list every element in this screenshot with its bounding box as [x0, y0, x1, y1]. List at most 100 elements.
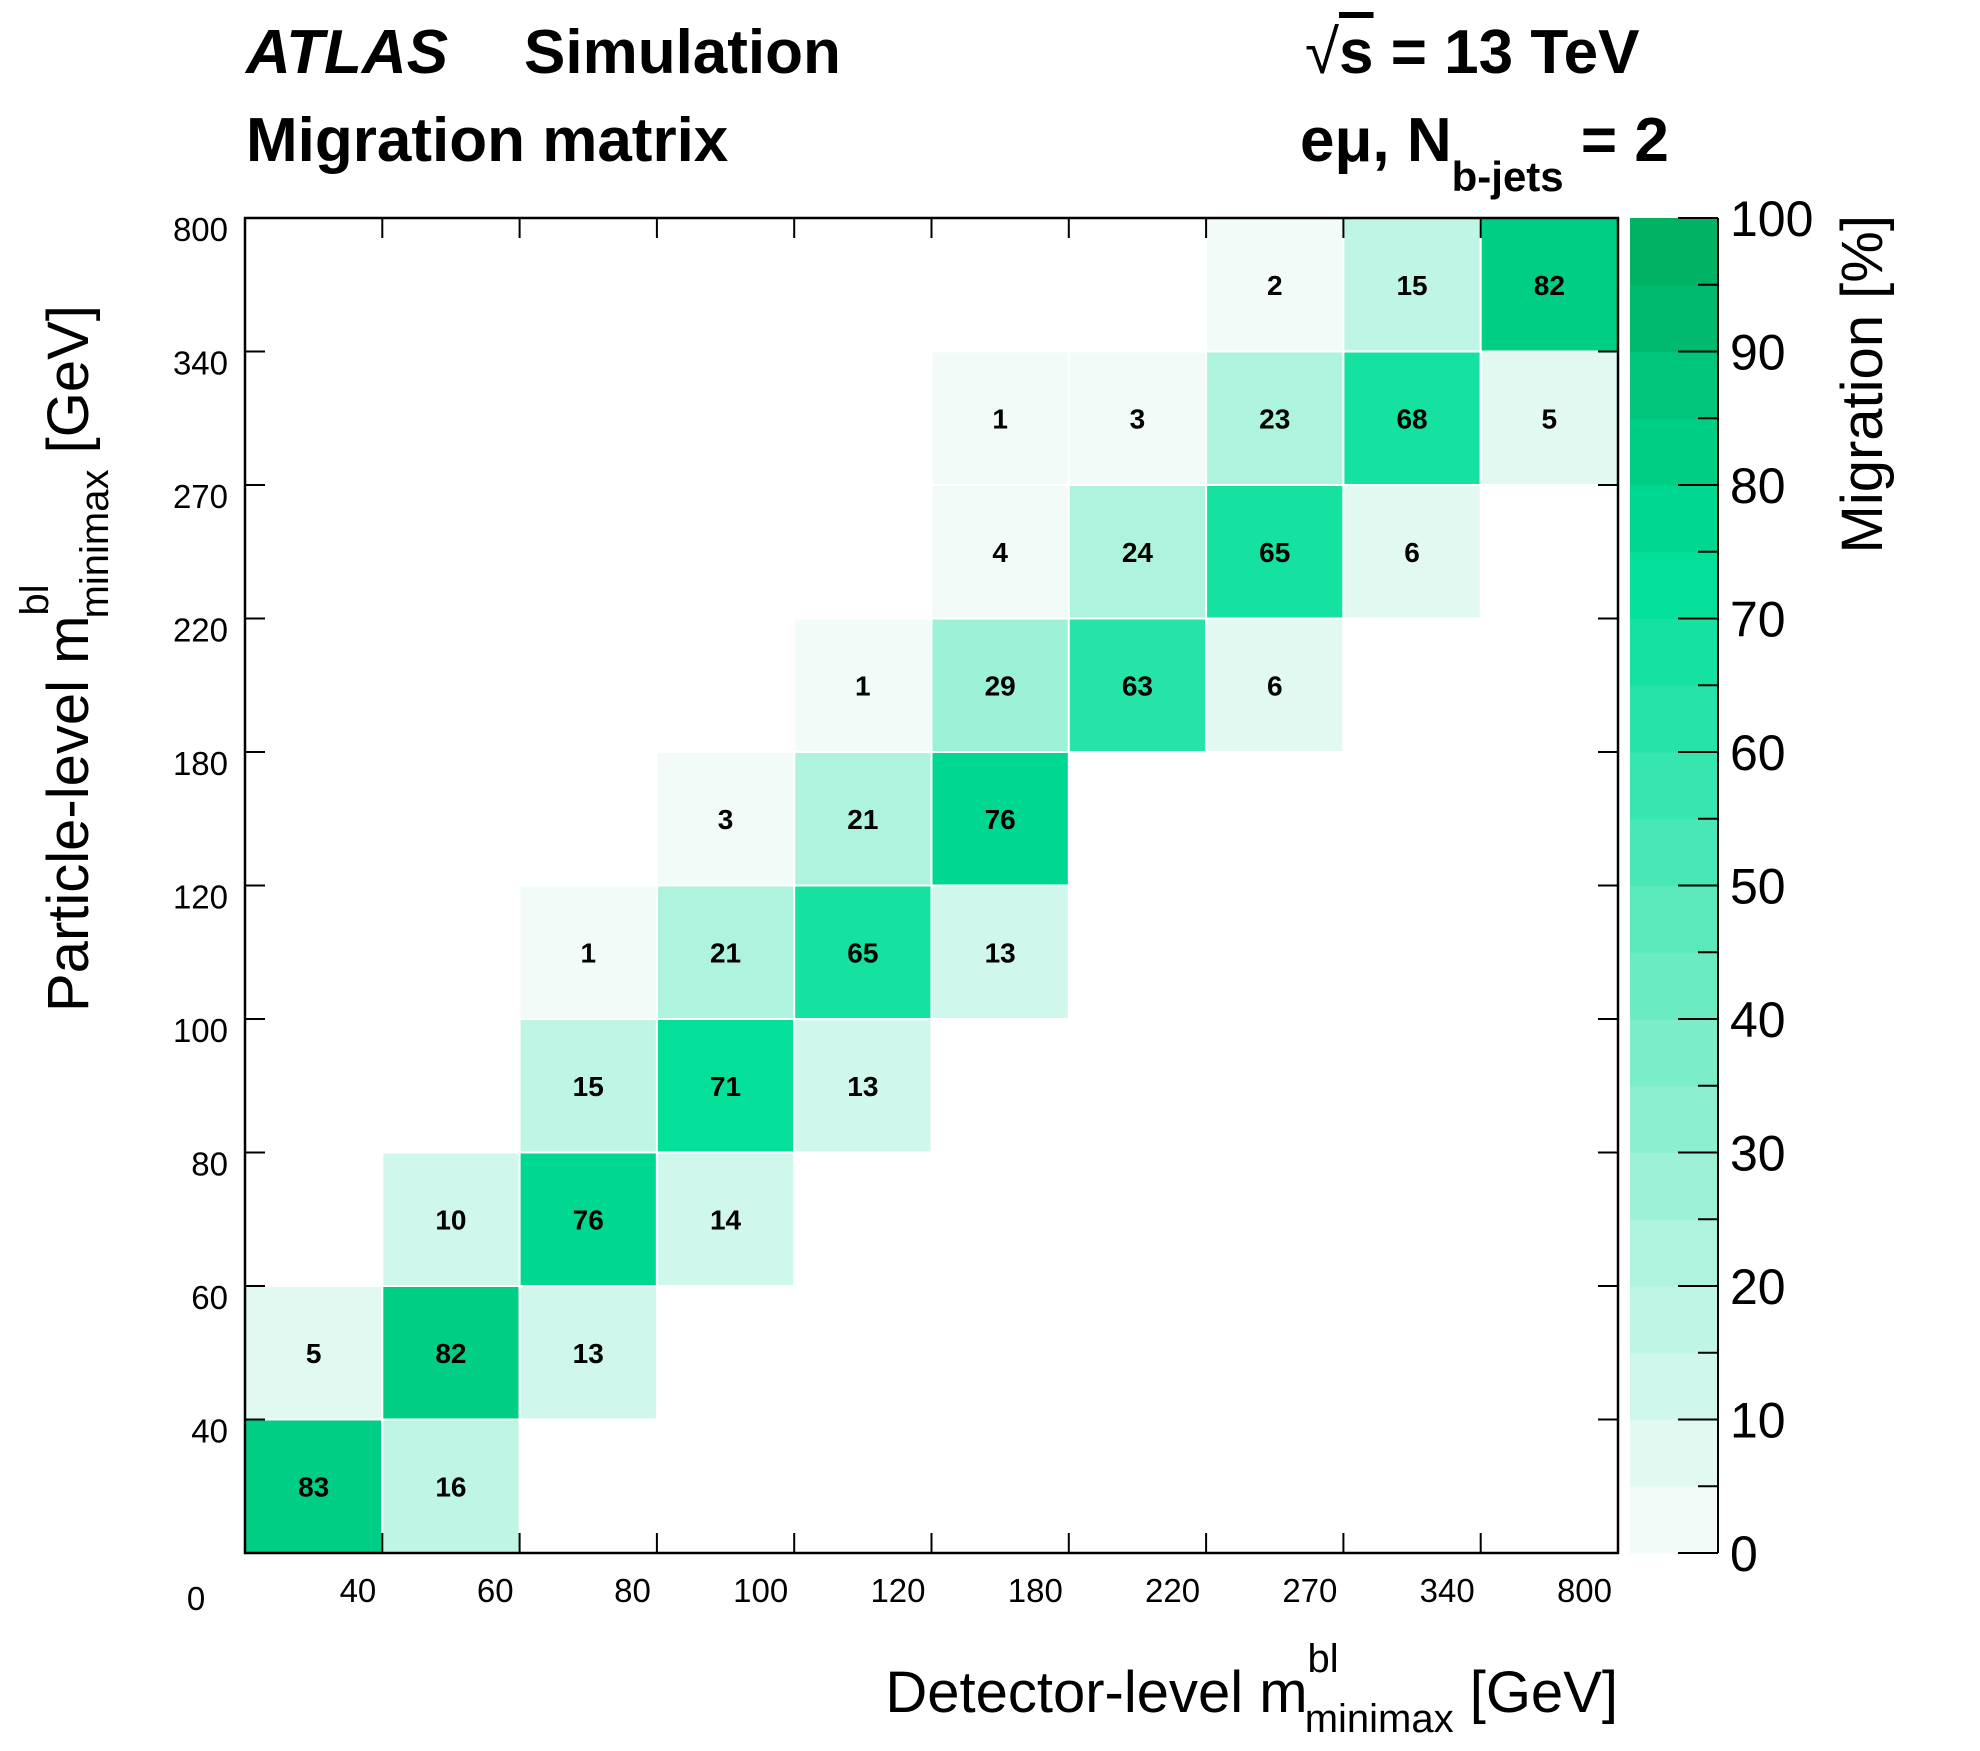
cell-value-label: 63 [1122, 670, 1153, 701]
colorbar-tick-label: 40 [1730, 992, 1786, 1048]
cell-value-label: 5 [1542, 403, 1558, 434]
energy-label: √s = 13 TeV [1305, 22, 1639, 84]
cell-value-label: 2 [1267, 270, 1283, 301]
colorbar-band [1630, 685, 1718, 753]
sqrt-symbol: √ [1305, 18, 1340, 87]
channel-label: eμ, Nb-jets = 2 [1300, 110, 1669, 198]
colorbar-band [1630, 952, 1718, 1020]
colorbar-title: Migration [%] [1830, 215, 1895, 553]
heatmap-cell [930, 617, 1070, 753]
x-ticks: 0 40 60 80 100 120 180 220 270 340 800 [187, 218, 1612, 1617]
y-tick-label: 60 [191, 1279, 228, 1316]
heatmap-cell [1205, 617, 1345, 753]
heatmap-cell [1342, 484, 1482, 620]
cell-value-label: 3 [1130, 403, 1146, 434]
heatmap-cell [1067, 617, 1208, 753]
colorbar-tick-label: 10 [1730, 1393, 1786, 1449]
cell-value-label: 29 [985, 670, 1016, 701]
y-axis-title-sup: bl [13, 584, 57, 615]
colorbar-band [1630, 752, 1718, 820]
cell-value-label: 82 [435, 1338, 466, 1369]
x-tick-label: 800 [1557, 1572, 1612, 1609]
heatmap-cell [1205, 350, 1345, 486]
heatmap-cell [1479, 217, 1619, 353]
y-axis-title-sub: minimax [73, 470, 117, 619]
experiment-label: ATLAS [246, 18, 449, 87]
heatmap-cell [381, 1151, 521, 1287]
colorbar-tick-label: 70 [1730, 592, 1786, 648]
colorbar-band [1630, 818, 1718, 886]
heatmap-cell [1067, 484, 1208, 620]
cell-value-label: 15 [1396, 270, 1427, 301]
colorbar-band [1630, 218, 1718, 286]
heatmap-cell [518, 1151, 658, 1287]
colorbar-band [1630, 418, 1718, 486]
heatmap-cell [518, 1285, 658, 1421]
cell-value-label: 21 [710, 937, 741, 968]
cell-value-label: 6 [1404, 537, 1420, 568]
x-axis-title: Detector-level mbl minimax [GeV] [885, 1637, 1618, 1741]
y-ticks: 40 60 80 100 120 180 220 270 340 800 [173, 211, 1618, 1450]
colorbar-tick-label: 30 [1730, 1126, 1786, 1182]
heatmap-cell [655, 1018, 796, 1154]
heatmap-cell [381, 1285, 521, 1421]
colorbar-band [1630, 551, 1718, 619]
colorbar-tick-label: 90 [1730, 325, 1786, 381]
cell-value-label: 65 [1259, 537, 1290, 568]
y-axis-title: Particle-level mbl minimax [GeV] [13, 305, 117, 1012]
cell-value-label: 83 [298, 1471, 329, 1502]
cell-value-label: 65 [847, 937, 878, 968]
cell-value-label: 23 [1259, 403, 1290, 434]
cell-value-label: 13 [985, 937, 1016, 968]
x-tick-label: 40 [340, 1572, 377, 1609]
heatmap-cell [793, 751, 933, 887]
x-tick-label: 120 [870, 1572, 925, 1609]
x-tick-label: 60 [477, 1572, 514, 1609]
cell-value-label: 13 [573, 1338, 604, 1369]
channel-prefix: eμ, N [1300, 106, 1452, 175]
cell-value-label: 6 [1267, 670, 1283, 701]
x-axis-title-main: Detector-level m [885, 1660, 1307, 1725]
y-tick-label: 120 [173, 879, 228, 916]
cell-value-label: 14 [710, 1204, 742, 1235]
heatmap-cell [793, 1018, 933, 1154]
colorbar-band [1630, 1352, 1718, 1420]
colorbar-band [1630, 1219, 1718, 1287]
colorbar-band [1630, 284, 1718, 352]
x-tick-label: 220 [1145, 1572, 1200, 1609]
x-tick-label: 270 [1282, 1572, 1337, 1609]
colorbar-band [1630, 1486, 1718, 1554]
colorbar-band [1630, 1085, 1718, 1153]
cell-value-label: 1 [855, 670, 871, 701]
y-tick-label: 340 [173, 345, 228, 382]
cell-value-label: 3 [718, 804, 734, 835]
cell-value-label: 24 [1122, 537, 1154, 568]
cell-value-label: 4 [992, 537, 1008, 568]
heatmap-cell [1067, 350, 1208, 486]
cell-value-label: 76 [985, 804, 1016, 835]
colorbar: 0 10 20 30 40 50 60 70 80 90 100 [1630, 191, 1813, 1582]
cell-value-label: 15 [573, 1071, 604, 1102]
heatmap-cell [930, 350, 1070, 486]
heatmap-cell [381, 1418, 521, 1554]
heatmap-cell [655, 1151, 796, 1287]
status-label: Simulation [524, 18, 841, 87]
colorbar-band [1630, 1019, 1718, 1087]
cell-value-label: 76 [573, 1204, 604, 1235]
cell-value-label: 5 [306, 1338, 322, 1369]
colorbar-band [1630, 618, 1718, 686]
x-tick-label: 80 [614, 1572, 651, 1609]
y-tick-label: 270 [173, 478, 228, 515]
cell-value-label: 1 [580, 937, 596, 968]
heatmap-cell [793, 617, 933, 753]
y-axis-title-unit: [GeV] [36, 305, 101, 469]
y-tick-label: 40 [191, 1413, 228, 1450]
energy-s: s [1339, 18, 1374, 87]
colorbar-band [1630, 1419, 1718, 1487]
x-tick-label: 180 [1008, 1572, 1063, 1609]
x-tick-label: 0 [187, 1580, 205, 1617]
channel-suffix: = 2 [1563, 106, 1669, 175]
heatmap-cell [930, 884, 1070, 1020]
x-axis-title-unit: [GeV] [1454, 1660, 1618, 1725]
